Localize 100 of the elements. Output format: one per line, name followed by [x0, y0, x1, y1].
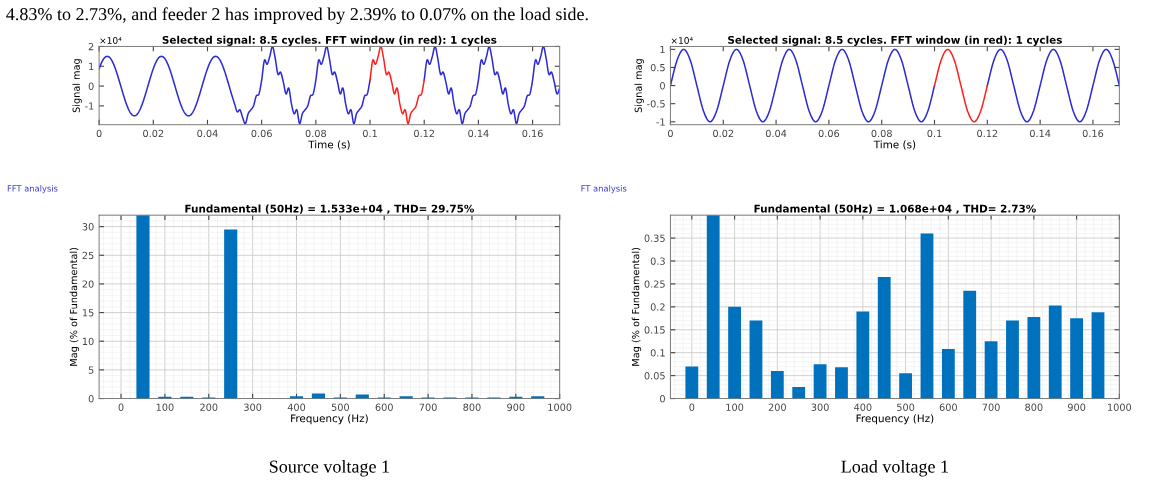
y-tick-label: 25 [82, 251, 94, 260]
x-axis-title: Frequency (Hz) [291, 414, 368, 425]
bar [136, 215, 150, 399]
bar [728, 306, 741, 399]
chart-title: Fundamental (50Hz) = 1.533e+04 , THD= 29.75% [185, 204, 475, 214]
bar [1006, 320, 1019, 399]
y-tick-label: 0.2 [650, 303, 665, 311]
y-tick-label: -1 [656, 118, 665, 126]
y-tick-label: 0 [88, 395, 94, 403]
text: Load voltage 1 [841, 460, 948, 477]
x-tick-label: 200 [768, 403, 786, 411]
chart-title: Selected signal: 8.5 cycles. FFT window (in red): 1 cycles [162, 35, 497, 46]
x-tick-label: 500 [897, 403, 915, 411]
x-axis-title: Time (s) [308, 140, 350, 150]
text: FT analysis [581, 185, 627, 194]
bar [224, 229, 238, 399]
bar [941, 349, 955, 399]
x-tick-label: 0.02 [143, 129, 164, 138]
y-axis-title: Signal mag [634, 59, 644, 113]
y-tick-label: 2 [88, 42, 94, 51]
y-tick-label: 0.25 [644, 280, 665, 288]
y-tick-label: 1 [89, 62, 94, 70]
x-tick-label: 0.12 [977, 129, 998, 138]
y-tick-label: 0.5 [650, 63, 665, 72]
bar [984, 341, 998, 399]
y-tick-label: 10 [82, 337, 94, 346]
x-tick-label: 500 [331, 403, 349, 411]
x-tick-label: 600 [375, 403, 393, 411]
x-tick-label: 0.14 [468, 129, 489, 138]
x-tick-label: 400 [287, 403, 306, 411]
y-axis-title: Mag (% of Fundamental) [631, 247, 642, 366]
bar [311, 393, 326, 399]
y-tick-label: 20 [82, 280, 94, 288]
x-tick-label: 0 [118, 403, 124, 411]
bar [899, 373, 913, 399]
y-tick-label: 0.35 [644, 234, 665, 242]
y-tick-label: 0 [660, 395, 665, 403]
bar [1070, 318, 1084, 399]
x-tick-label: 0.12 [414, 129, 435, 138]
y-tick-label: 0 [660, 82, 665, 90]
y-tick-label: -1 [85, 102, 94, 110]
bar [920, 233, 934, 399]
x-tick-label: 0.06 [818, 129, 840, 138]
bar [835, 367, 848, 399]
chart-title: Fundamental (50Hz) = 1.068e+04 , THD= 2.73% [754, 204, 1036, 214]
bar [1048, 305, 1062, 399]
bar [706, 215, 720, 399]
y-tick-label: 0.15 [644, 326, 665, 334]
x-tick-label: 0.14 [1029, 129, 1051, 138]
x-tick-label: 0.04 [765, 129, 787, 138]
bar [877, 277, 891, 399]
x-tick-label: 100 [726, 403, 744, 411]
x-tick-label: 0.06 [251, 129, 272, 138]
x-tick-label: 0.16 [1082, 129, 1104, 138]
bar [792, 387, 806, 399]
y-tick-label: 0 [88, 82, 94, 90]
y-tick-label: -0.5 [647, 100, 665, 108]
x-tick-label: 0.1 [927, 129, 942, 138]
source-note: Source voltage 1 [269, 460, 389, 477]
x-tick-label: 800 [463, 403, 481, 411]
bar [749, 320, 763, 399]
x-tick-label: 600 [939, 403, 957, 411]
bar [856, 311, 870, 399]
x-tick-label: 0.08 [305, 129, 327, 138]
x-tick-label: 0 [668, 129, 673, 138]
text: 4.83% to 2.73%, and feeder 2 has improved by 2.39% to 0.07% on the load side. [6, 7, 588, 24]
x-tick-label: 300 [811, 403, 829, 411]
y-tick-label: 5 [88, 366, 94, 374]
text: FFT analysis [7, 185, 58, 194]
x-tick-label: 100 [156, 403, 174, 411]
x-tick-label: 900 [507, 403, 525, 411]
x-tick-label: 1000 [1108, 403, 1132, 411]
x-tick-label: 0.04 [197, 129, 218, 138]
bar [813, 364, 827, 399]
x-tick-label: 0 [96, 129, 102, 138]
y-axis-title: Signal mag [72, 59, 82, 113]
x-tick-label: 700 [419, 403, 437, 411]
bar [1027, 316, 1041, 399]
bar [1091, 312, 1105, 399]
y-tick-label: 0.05 [644, 372, 665, 380]
y-tick-label: 0.3 [650, 257, 665, 265]
x-axis-title: Time (s) [873, 140, 916, 150]
bar [963, 290, 977, 399]
x-tick-label: 300 [244, 403, 262, 411]
x-tick-label: 400 [854, 403, 872, 411]
x-tick-label: 700 [982, 403, 1000, 411]
x-tick-label: 200 [200, 403, 218, 411]
x-tick-label: 0 [689, 403, 695, 411]
text: ×10⁴ [671, 37, 693, 44]
bar [770, 371, 784, 399]
y-tick-label: 15 [82, 309, 94, 317]
y-tick-label: 1 [660, 45, 665, 54]
x-tick-label: 900 [1067, 403, 1086, 411]
x-tick-label: 800 [1025, 403, 1043, 411]
x-axis-title: Frequency (Hz) [856, 414, 934, 425]
x-tick-label: 0.08 [871, 129, 892, 138]
y-tick-label: 30 [82, 223, 94, 231]
chart-title: Selected signal: 8.5 cycles. FFT window (in red): 1 cycles [728, 35, 1062, 46]
bar [685, 366, 699, 399]
x-tick-label: 0.16 [522, 129, 543, 138]
